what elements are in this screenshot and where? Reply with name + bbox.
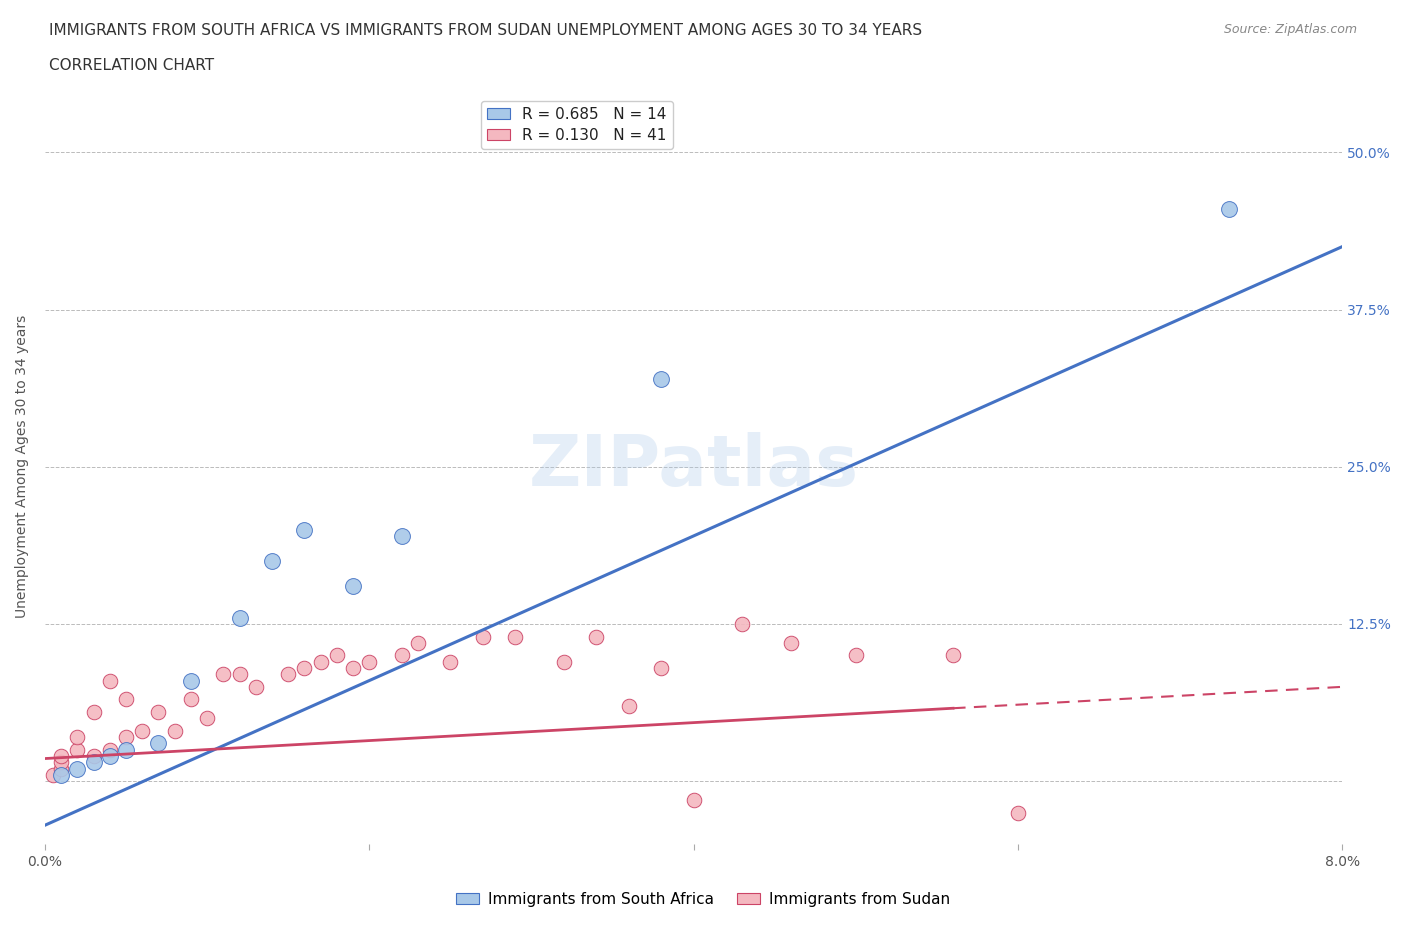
Point [195, 711, 218, 725]
Point [406, 635, 429, 650]
Point [51, 767, 73, 782]
Point [391, 648, 413, 663]
Point [503, 629, 526, 644]
Text: IMMIGRANTS FROM SOUTH AFRICA VS IMMIGRANTS FROM SUDAN UNEMPLOYMENT AMONG AGES 30: IMMIGRANTS FROM SOUTH AFRICA VS IMMIGRAN… [49, 23, 922, 38]
Point [650, 660, 672, 675]
Point [180, 692, 202, 707]
Point [131, 724, 153, 738]
Point [294, 522, 316, 537]
Point [228, 610, 250, 625]
Point [163, 724, 186, 738]
Point [245, 680, 267, 695]
Point [66, 742, 89, 757]
Point [148, 736, 170, 751]
Point [83, 705, 105, 720]
Point [115, 742, 138, 757]
Point [98, 749, 121, 764]
Point [845, 648, 868, 663]
Legend: Immigrants from South Africa, Immigrants from Sudan: Immigrants from South Africa, Immigrants… [450, 886, 956, 913]
Point [391, 528, 413, 543]
Y-axis label: Unemployment Among Ages 30 to 34 years: Unemployment Among Ages 30 to 34 years [15, 315, 30, 618]
Point [260, 553, 283, 568]
Legend: R = 0.685   N = 14, R = 0.130   N = 41: R = 0.685 N = 14, R = 0.130 N = 41 [481, 100, 672, 149]
Point [309, 655, 332, 670]
Point [617, 698, 640, 713]
Point [585, 629, 607, 644]
Point [42, 767, 65, 782]
Point [780, 635, 803, 650]
Point [66, 730, 89, 745]
Point [553, 655, 575, 670]
Point [342, 578, 364, 593]
Point [66, 761, 89, 776]
Point [51, 749, 73, 764]
Point [359, 655, 381, 670]
Point [83, 749, 105, 764]
Point [471, 629, 494, 644]
Text: ZIPatlas: ZIPatlas [529, 432, 859, 501]
Point [98, 673, 121, 688]
Point [1218, 202, 1240, 217]
Point [180, 673, 202, 688]
Point [83, 755, 105, 770]
Point [115, 692, 138, 707]
Point [98, 742, 121, 757]
Point [51, 755, 73, 770]
Point [439, 655, 461, 670]
Point [731, 617, 754, 631]
Point [277, 667, 299, 682]
Point [148, 705, 170, 720]
Point [942, 648, 965, 663]
Point [51, 761, 73, 776]
Point [682, 792, 704, 807]
Point [212, 667, 235, 682]
Point [294, 660, 316, 675]
Point [228, 667, 250, 682]
Point [1007, 805, 1029, 820]
Point [342, 660, 364, 675]
Text: Source: ZipAtlas.com: Source: ZipAtlas.com [1223, 23, 1357, 36]
Point [326, 648, 349, 663]
Point [115, 730, 138, 745]
Point [650, 371, 672, 386]
Text: CORRELATION CHART: CORRELATION CHART [49, 58, 214, 73]
